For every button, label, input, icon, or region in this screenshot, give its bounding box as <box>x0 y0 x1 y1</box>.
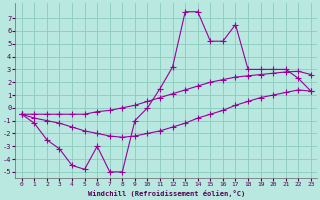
X-axis label: Windchill (Refroidissement éolien,°C): Windchill (Refroidissement éolien,°C) <box>88 190 245 197</box>
